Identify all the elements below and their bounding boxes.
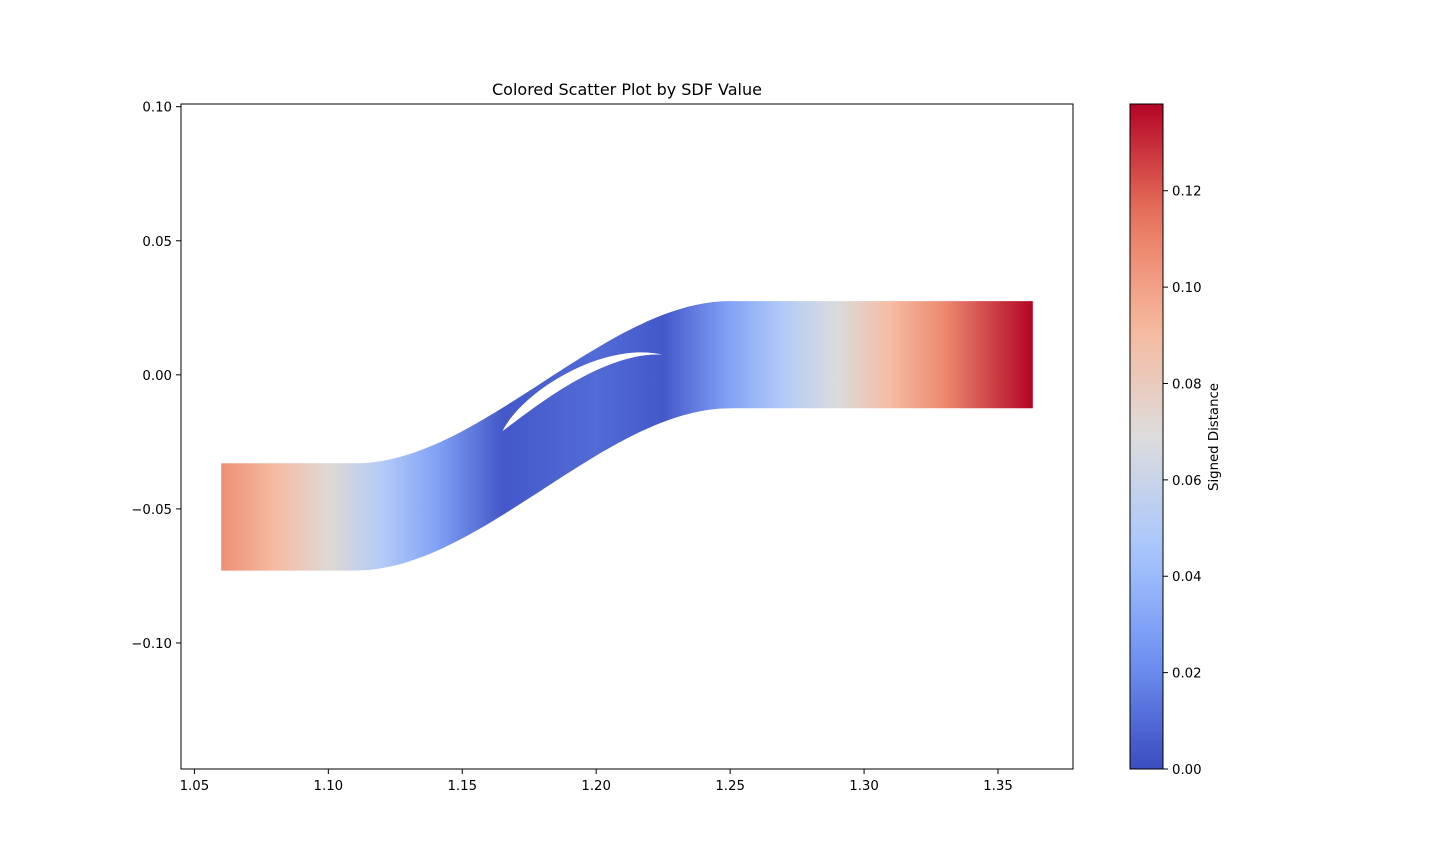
x-tick-label: 1.35 [983,779,1013,794]
colorbar-tick-label: 0.12 [1172,185,1202,200]
colorbar-tick-label: 0.06 [1172,474,1202,489]
colorbar-label: Signed Distance [1207,383,1222,491]
y-tick-label: −0.10 [131,637,172,652]
colorbar: 0.00 0.02 0.04 0.06 0.08 0.10 0.12 Signed Dist… [1129,103,1222,778]
colorbar-tick-label: 0.10 [1172,281,1202,296]
plot-frame [180,103,1074,770]
x-tick-label: 1.20 [581,779,611,794]
colorbar-frame [1129,103,1164,770]
colorbar-tick-label: 0.00 [1172,763,1202,778]
chart-title: Colored Scatter Plot by SDF Value [492,80,762,99]
plot-area [180,103,1074,770]
x-axis: 1.05 1.10 1.15 1.20 1.25 1.30 1.35 [180,769,1013,794]
x-tick-label: 1.25 [715,779,745,794]
y-tick-label: −0.05 [131,503,172,518]
colorbar-tick-label: 0.04 [1172,570,1202,585]
x-tick-label: 1.05 [180,779,210,794]
y-tick-label: 0.00 [142,369,172,384]
sdf-scatter-region [221,301,1033,571]
colorbar-ticks: 0.00 0.02 0.04 0.06 0.08 0.10 0.12 [1163,185,1202,778]
x-tick-label: 1.10 [314,779,344,794]
colorbar-tick-label: 0.08 [1172,377,1202,392]
y-tick-label: 0.10 [142,101,172,116]
colorbar-tick-label: 0.02 [1172,667,1202,682]
x-tick-label: 1.15 [447,779,477,794]
colorbar-fill [1130,104,1163,769]
x-tick-label: 1.30 [849,779,879,794]
y-tick-label: 0.05 [142,235,172,250]
y-axis: 0.10 0.05 0.00 −0.05 −0.10 [131,101,181,652]
